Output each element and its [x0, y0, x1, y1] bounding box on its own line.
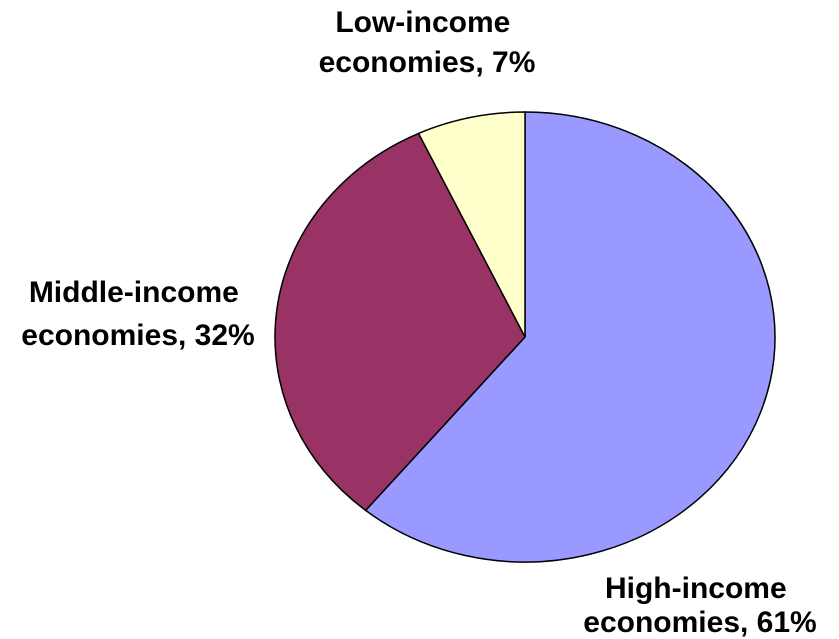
slice-label-high-income: High-income economies, 61% [583, 572, 816, 639]
pie-slice-middle-income [274, 132, 526, 512]
slice-label-low-income: Low-income economies, 7% [319, 6, 536, 79]
pie-slices [274, 111, 776, 563]
pie-slice-high-income [364, 111, 776, 563]
slice-label-middle-income: Middle-income economies, 32% [21, 276, 254, 352]
pie-slice-low-income [417, 111, 526, 338]
